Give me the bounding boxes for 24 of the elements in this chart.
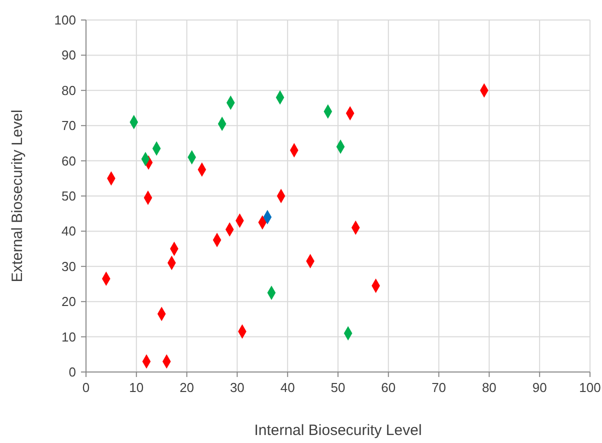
y-tick-label: 0 <box>68 364 76 380</box>
x-tick-label: 50 <box>330 380 346 395</box>
x-tick-label: 20 <box>180 380 194 395</box>
x-tick-label: 80 <box>482 380 496 395</box>
y-tick-label: 20 <box>62 294 76 310</box>
x-tick-label: 10 <box>129 380 144 395</box>
y-tick-label: 50 <box>62 188 76 204</box>
y-tick-label: 90 <box>62 48 76 63</box>
y-tick-label: 40 <box>62 224 76 239</box>
x-tick-label: 30 <box>230 380 244 395</box>
x-tick-label: 90 <box>532 380 547 395</box>
y-tick-label: 70 <box>62 118 76 134</box>
y-tick-label: 60 <box>62 153 76 168</box>
x-tick-label: 60 <box>381 380 396 395</box>
y-tick-label: 80 <box>62 82 76 98</box>
y-axis-title: External Biosecurity Level <box>9 110 26 282</box>
x-tick-label: 70 <box>432 380 446 395</box>
x-tick-label: 100 <box>579 380 601 395</box>
x-tick-label: 40 <box>280 380 295 395</box>
y-tick-label: 30 <box>62 258 76 274</box>
y-tick-label: 100 <box>54 12 76 28</box>
x-axis-title: Internal Biosecurity Level <box>254 422 422 439</box>
y-tick-label: 10 <box>62 329 76 344</box>
x-tick-label: 0 <box>82 380 90 395</box>
